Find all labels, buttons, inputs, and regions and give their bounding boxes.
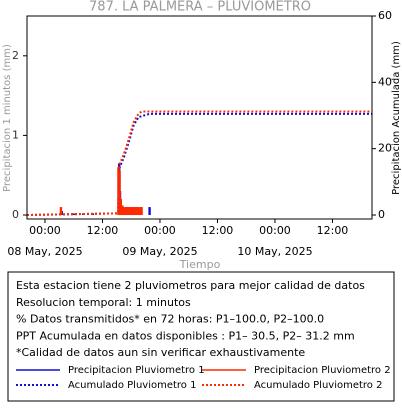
x-tick-label: 00:00 (259, 224, 291, 237)
bar (137, 207, 140, 216)
x-tick-label: 00:00 (144, 224, 176, 237)
cumulative-line (26, 112, 372, 217)
x-axis-label: Tiempo (179, 258, 221, 271)
bar (121, 205, 124, 216)
cumulative-line (26, 110, 372, 217)
info-text: *Calidad de datos aun sin verificar exha… (16, 346, 305, 359)
bar (140, 207, 143, 216)
legend-label: Precipitacion Pluviometro 1 (68, 365, 205, 376)
bar (126, 207, 129, 216)
y2-tick-label: 20 (378, 142, 392, 155)
bar (135, 207, 139, 216)
legend-label: Acumulado Pluviometro 1 (68, 380, 196, 391)
y-tick-label: 1 (12, 128, 19, 141)
bar (122, 207, 126, 216)
x-tick-label: 12:00 (317, 224, 349, 237)
bar (134, 207, 137, 216)
bar (132, 207, 135, 216)
bar (127, 207, 131, 216)
bar (129, 207, 132, 216)
x-tick-label: 12:00 (87, 224, 119, 237)
bar (118, 171, 121, 216)
y2-tick-label: 40 (378, 75, 392, 88)
x-tick-label: 12:00 (202, 224, 234, 237)
bar (124, 207, 127, 216)
chart-title: 787. LA PALMERA – PLUVIOMETRO (89, 0, 311, 15)
y-tick-label: 0 (12, 208, 19, 221)
bar (59, 207, 63, 216)
bar (138, 207, 142, 216)
info-text: % Datos transmitidos* en 72 horas: P1–10… (16, 313, 324, 326)
x-date-label: 08 May, 2025 (7, 245, 82, 258)
y-axis-label: Precipitacion 1 minutos (mm) (2, 44, 13, 192)
bar (130, 207, 134, 216)
y2-tick-label: 0 (378, 208, 385, 221)
y-tick-label: 2 (12, 49, 19, 62)
info-text: Resolucion temporal: 1 minutos (16, 296, 191, 309)
bar (148, 207, 151, 216)
x-date-label: 09 May, 2025 (122, 245, 197, 258)
info-box (7, 271, 395, 402)
y2-axis-label: Precipitacion Acumulada (mm) (391, 41, 402, 195)
plot-frame (26, 15, 373, 220)
legend-label: Precipitacion Pluviometro 2 (254, 365, 391, 376)
bar (119, 199, 123, 216)
info-text: Esta estacion tiene 2 pluviometros para … (16, 279, 365, 292)
legend-label: Acumulado Pluviometro 2 (254, 380, 382, 391)
info-text: PPT Acumulada en datos disponibles : P1–… (16, 329, 355, 342)
x-tick-label: 00:00 (29, 224, 61, 237)
y2-tick-label: 60 (378, 9, 392, 22)
x-date-label: 10 May, 2025 (237, 245, 312, 258)
bar (72, 213, 75, 216)
